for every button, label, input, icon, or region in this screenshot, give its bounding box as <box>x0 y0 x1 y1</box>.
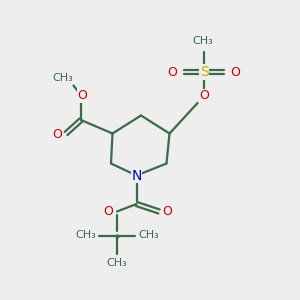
Text: CH₃: CH₃ <box>75 230 96 241</box>
Text: CH₃: CH₃ <box>52 73 74 83</box>
Text: O: O <box>168 65 177 79</box>
Text: O: O <box>78 89 87 102</box>
Text: CH₃: CH₃ <box>106 257 128 268</box>
Text: CH₃: CH₃ <box>192 35 213 46</box>
Text: CH₃: CH₃ <box>138 230 159 241</box>
Text: S: S <box>200 65 208 79</box>
Text: O: O <box>163 205 172 218</box>
Text: O: O <box>199 89 209 103</box>
Text: O: O <box>104 205 113 218</box>
Text: O: O <box>231 65 240 79</box>
Text: O: O <box>53 128 62 142</box>
Text: N: N <box>131 169 142 182</box>
